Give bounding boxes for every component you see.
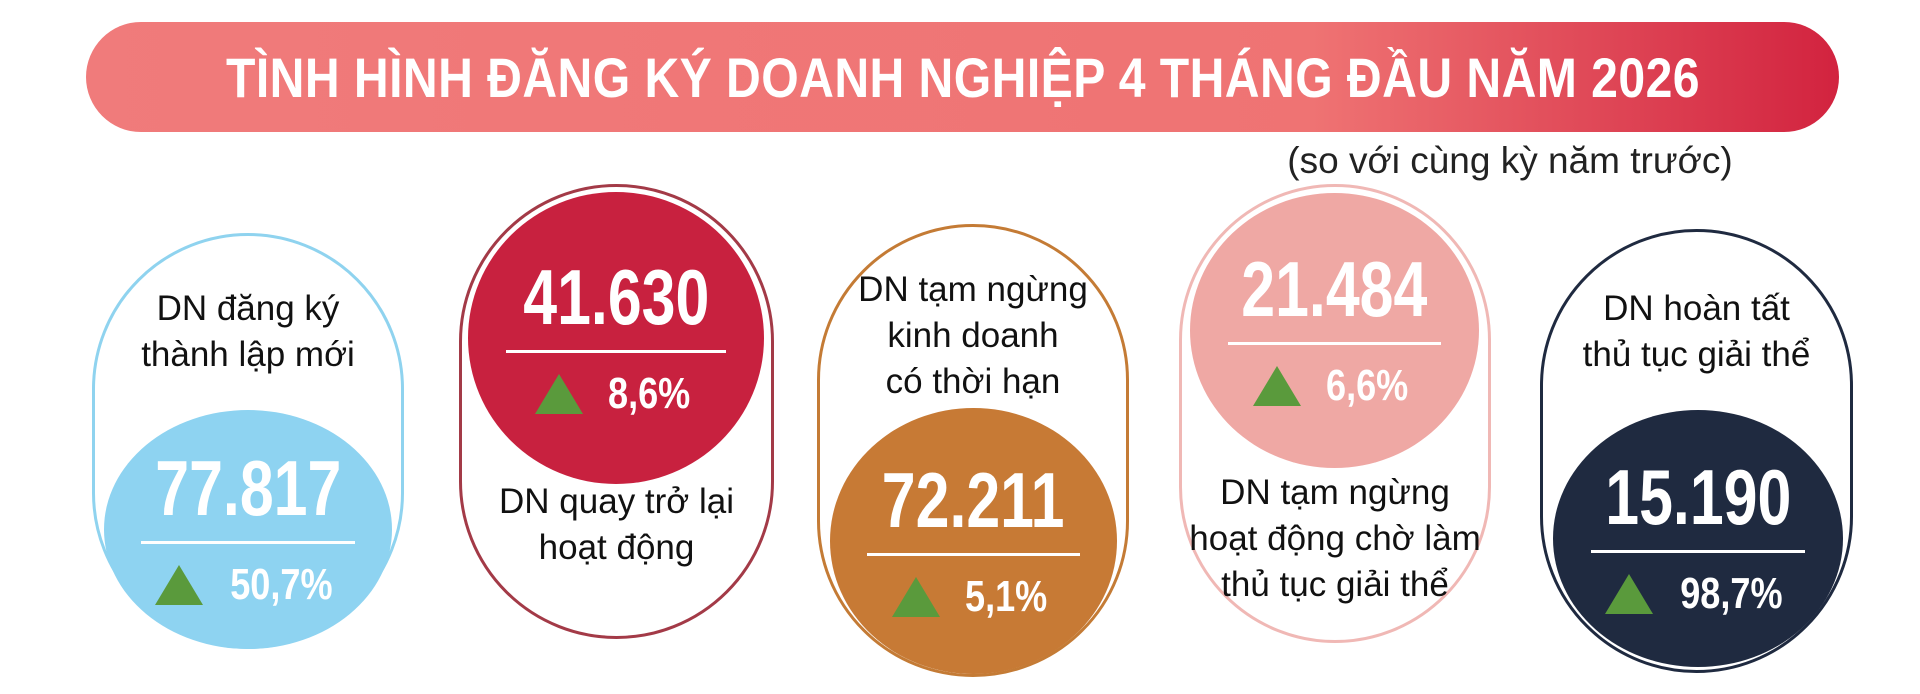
card: 21.484 6,6% DN tạm ngừng hoạt động chờ l… bbox=[1179, 184, 1491, 643]
change-value: 6,6% bbox=[1326, 361, 1409, 410]
change: 8,6% bbox=[533, 369, 699, 419]
value: 41.630 bbox=[522, 252, 710, 341]
label-line: DN hoàn tất bbox=[1603, 289, 1790, 328]
value-circle: 15.190 98,7% bbox=[1553, 410, 1843, 667]
up-arrow bbox=[534, 373, 583, 414]
divider bbox=[506, 349, 726, 353]
up-arrow bbox=[1253, 366, 1302, 406]
label-line: DN tạm ngừng bbox=[858, 270, 1088, 309]
up-arrow bbox=[892, 576, 941, 617]
label-line: DN đăng ký bbox=[156, 289, 340, 328]
change: 6,6% bbox=[1251, 361, 1417, 411]
change: 98,7% bbox=[1603, 569, 1794, 619]
label-line: thủ tục giải thể bbox=[1221, 565, 1449, 604]
card: 41.630 8,6% DN quay trở lại hoạt động bbox=[459, 184, 774, 639]
divider bbox=[141, 541, 355, 544]
divider bbox=[1590, 550, 1806, 553]
change: 5,1% bbox=[890, 572, 1056, 622]
change-value: 8,6% bbox=[607, 368, 691, 418]
card-label: DN hoàn tất thủ tục giải thể bbox=[1543, 286, 1850, 378]
card: DN hoàn tất thủ tục giải thể 15.190 98,7… bbox=[1540, 229, 1853, 673]
label-line: DN tạm ngừng bbox=[1220, 473, 1450, 512]
card: DN đăng ký thành lập mới 77.817 50,7% bbox=[92, 233, 404, 649]
change: 50,7% bbox=[153, 560, 344, 610]
label-line: kinh doanh bbox=[887, 316, 1059, 355]
card-label: DN tạm ngừng kinh doanh có thời hạn bbox=[820, 267, 1126, 405]
value-circle: 41.630 8,6% bbox=[468, 192, 764, 484]
change-value: 98,7% bbox=[1679, 569, 1783, 618]
card-label: DN tạm ngừng hoạt động chờ làm thủ tục g… bbox=[1182, 470, 1488, 608]
up-arrow bbox=[154, 565, 203, 605]
title: TÌNH HÌNH ĐĂNG KÝ DOANH NGHIỆP 4 THÁNG Đ… bbox=[225, 45, 1700, 109]
card: DN tạm ngừng kinh doanh có thời hạn 72.2… bbox=[817, 224, 1129, 677]
value: 77.817 bbox=[154, 444, 342, 532]
card-label: DN quay trở lại hoạt động bbox=[462, 479, 771, 571]
label-line: có thời hạn bbox=[885, 362, 1061, 401]
up-arrow bbox=[1604, 574, 1653, 614]
value-circle: 72.211 5,1% bbox=[830, 408, 1117, 674]
divider bbox=[867, 552, 1080, 556]
value: 72.211 bbox=[882, 455, 1065, 544]
label-line: thủ tục giải thể bbox=[1582, 335, 1811, 374]
label-line: hoạt động bbox=[538, 528, 695, 567]
value-circle: 77.817 50,7% bbox=[104, 410, 392, 649]
title-banner: TÌNH HÌNH ĐĂNG KÝ DOANH NGHIỆP 4 THÁNG Đ… bbox=[86, 22, 1839, 132]
divider bbox=[1227, 342, 1442, 345]
card-label: DN đăng ký thành lập mới bbox=[95, 286, 401, 378]
label-line: DN quay trở lại bbox=[499, 482, 734, 521]
change-value: 5,1% bbox=[965, 571, 1048, 621]
label-line: thành lập mới bbox=[141, 335, 355, 374]
change-value: 50,7% bbox=[229, 560, 333, 609]
value-circle: 21.484 6,6% bbox=[1190, 193, 1479, 468]
value: 15.190 bbox=[1604, 453, 1792, 541]
label-line: hoạt động chờ làm bbox=[1189, 519, 1481, 558]
subtitle: (so với cùng kỳ năm trước) bbox=[1287, 140, 1733, 181]
value: 21.484 bbox=[1241, 245, 1428, 333]
